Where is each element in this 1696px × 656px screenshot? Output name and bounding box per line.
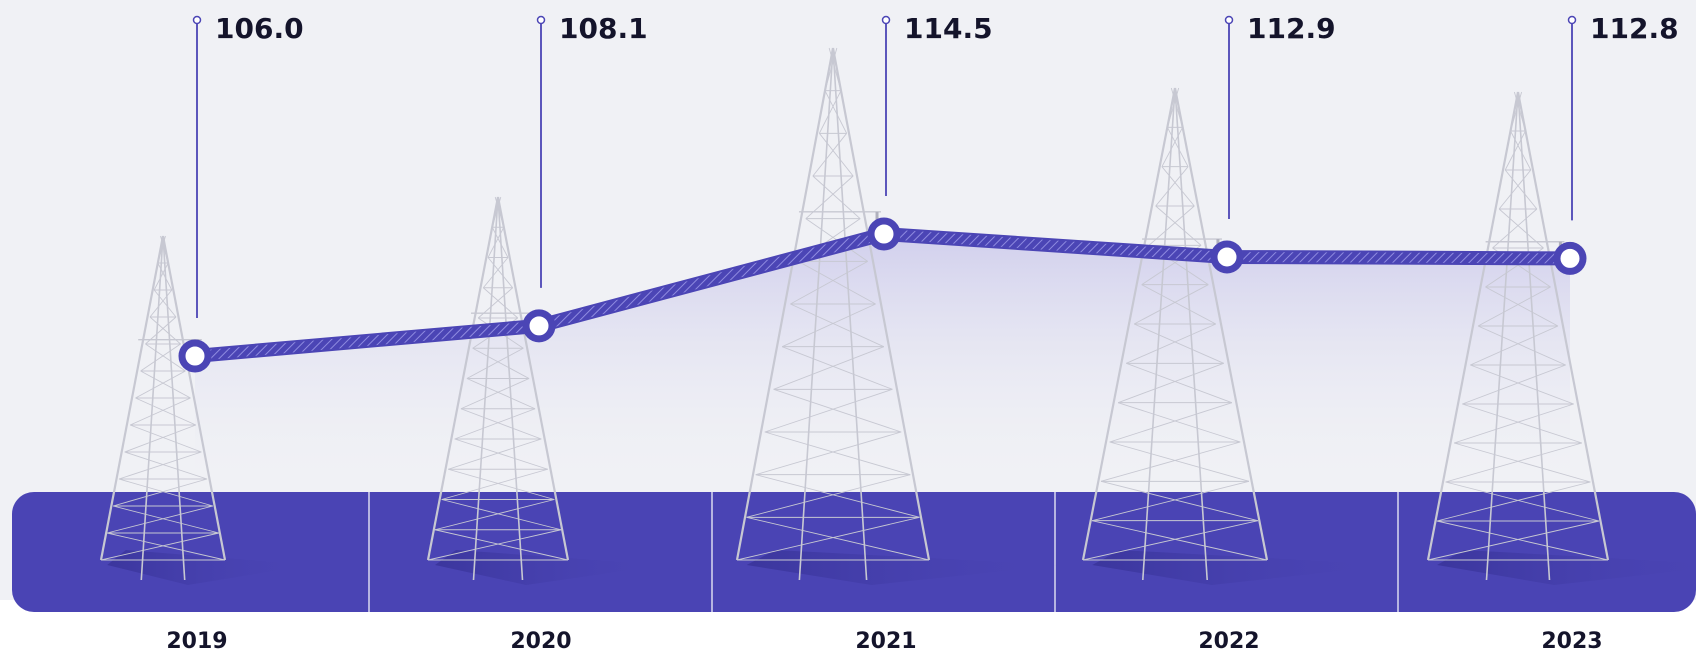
tower-shadow <box>435 550 666 585</box>
data-point <box>522 309 556 343</box>
tower-shadow <box>746 550 1064 585</box>
x-tick-label: 2020 <box>510 629 571 654</box>
data-label: 112.9 <box>1247 12 1336 45</box>
leader-dot <box>881 15 891 25</box>
leader-dot <box>1224 15 1234 25</box>
data-label: 108.1 <box>559 12 648 45</box>
tower-illustration <box>426 196 666 585</box>
x-tick-label: 2023 <box>1541 629 1602 654</box>
data-label: 106.0 <box>215 12 304 45</box>
data-point <box>867 217 901 251</box>
tower-shadow <box>1437 550 1696 585</box>
data-label: 112.8 <box>1590 12 1679 45</box>
data-point <box>178 339 212 373</box>
tower-illustration <box>1426 91 1696 585</box>
tower-shadow <box>1092 550 1396 585</box>
x-tick-label: 2021 <box>855 629 916 654</box>
tower-illustration <box>99 235 312 585</box>
x-tick-label: 2022 <box>1198 629 1259 654</box>
leader-dot <box>192 15 202 25</box>
leader-dot <box>1567 15 1577 25</box>
tower-illustration <box>1081 87 1396 585</box>
data-label: 114.5 <box>904 12 993 45</box>
data-point <box>1553 241 1587 275</box>
tower-shadow <box>107 550 312 585</box>
leader-dot <box>536 15 546 25</box>
data-point <box>1210 240 1244 274</box>
x-tick-label: 2019 <box>166 629 227 654</box>
ground-band <box>12 492 1696 612</box>
area-fill <box>195 234 1570 492</box>
tower-illustration <box>735 47 1064 585</box>
